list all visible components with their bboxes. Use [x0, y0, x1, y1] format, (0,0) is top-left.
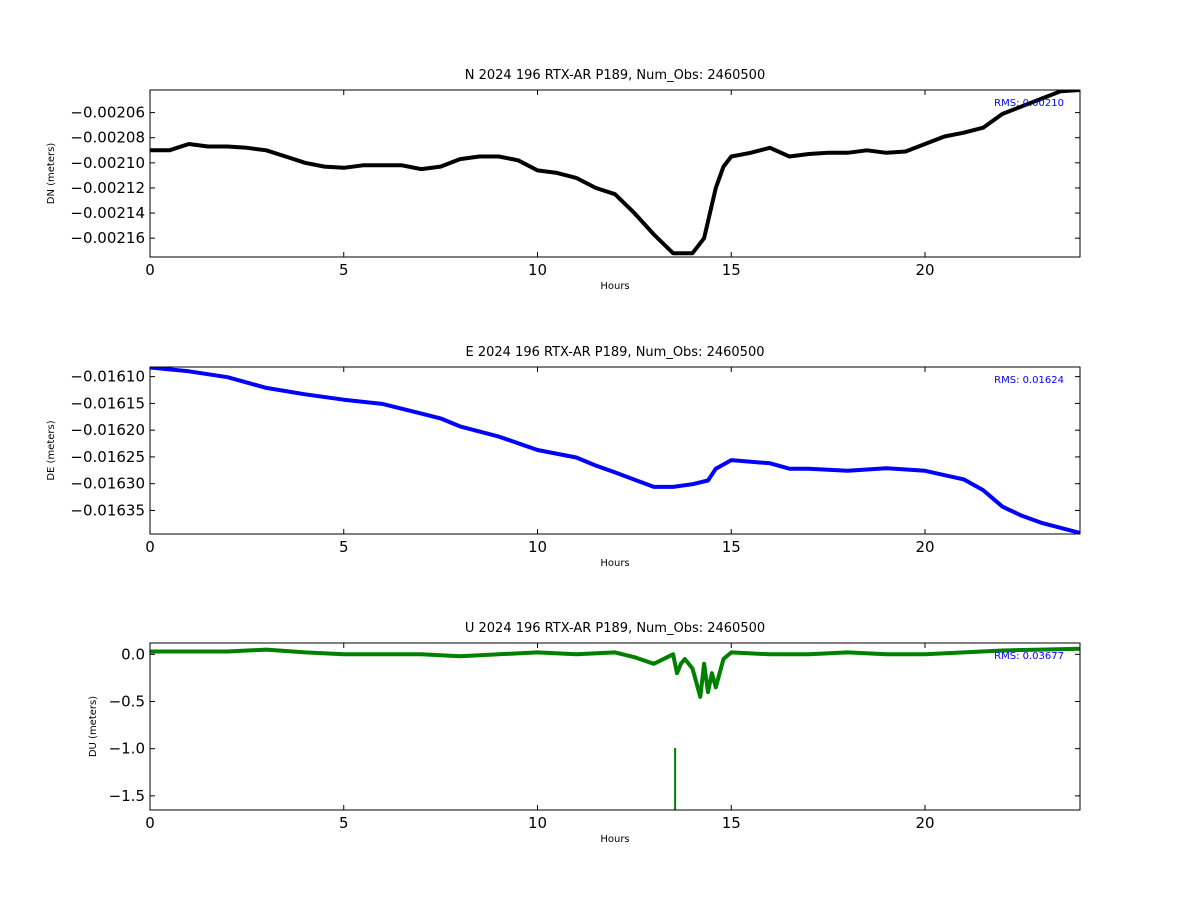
panel-up-x-tick-label: 15 — [722, 814, 741, 832]
panel-up-plot-area: 0 5 10 15 20 −1.5 −1.0 −0.5 0.0 — [109, 642, 1081, 832]
panel-north-x-tick-label: 10 — [528, 261, 547, 279]
panel-east-x-tick-label: 20 — [915, 538, 934, 556]
panel-east-y-tick-label: −0.01620 — [70, 421, 145, 439]
panel-east-ylabel: DE (meters) — [46, 420, 57, 480]
panel-up-x-tick-label: 10 — [528, 814, 547, 832]
panel-east-title: E 2024 196 RTX-AR P189, Num_Obs: 2460500 — [466, 345, 765, 360]
panel-north-rms-annotation: RMS: 0.00210 — [994, 98, 1064, 109]
panel-east-x-tick-label: 5 — [339, 538, 349, 556]
panel-east-x-tick-label: 10 — [528, 538, 547, 556]
panel-up-ylabel: DU (meters) — [88, 696, 99, 757]
panel-up-rms-annotation: RMS: 0.03677 — [994, 651, 1064, 662]
panel-up-title: U 2024 196 RTX-AR P189, Num_Obs: 2460500 — [465, 621, 765, 636]
panel-north-series-line-0 — [150, 90, 1080, 256]
panel-up-y-tick-label: −0.5 — [109, 692, 145, 710]
panel-east-y-tick-label: −0.01630 — [70, 475, 145, 493]
panel-north-y-tick-label: −0.00216 — [70, 229, 145, 247]
panel-up-y-tick-label: −1.5 — [109, 787, 145, 805]
panel-up-x-tick-label: 5 — [339, 814, 349, 832]
panel-east-y-tick-label: −0.01615 — [70, 394, 145, 412]
panel-east-x-tick-label: 0 — [145, 538, 155, 556]
panel-up-y-tick-label: −1.0 — [109, 740, 145, 758]
panel-east-xlabel: Hours — [600, 558, 629, 569]
panel-up-y-tick-label: 0.0 — [121, 645, 145, 663]
panel-north-y-tick-label: −0.00214 — [70, 204, 145, 222]
panel-east-y-tick-label: −0.01635 — [70, 501, 145, 519]
panel-east-y-tick-label: −0.01625 — [70, 448, 145, 466]
panel-north-ylabel: DN (meters) — [46, 143, 57, 205]
panel-east-series-line-0 — [150, 367, 1080, 534]
panel-up-series-line-0 — [150, 646, 1080, 699]
panel-north-x-tick-label: 20 — [915, 261, 934, 279]
panel-north-x-tick-label: 5 — [339, 261, 349, 279]
panel-north-axes-frame — [149, 89, 1081, 258]
panel-east-plot-area: 0 5 10 15 20 −0.01635 −0.01630 −0.01625 −0.01620… — [70, 366, 1081, 556]
panel-north-title: N 2024 196 RTX-AR P189, Num_Obs: 2460500 — [465, 68, 765, 83]
panel-up-xlabel: Hours — [600, 834, 629, 845]
panel-east-axes-frame — [149, 366, 1081, 535]
panel-north-x-tick-label: 0 — [145, 261, 155, 279]
panel-east-rms-annotation: RMS: 0.01624 — [994, 375, 1064, 386]
panel-north-x-tick-label: 15 — [722, 261, 741, 279]
panel-north-y-tick-label: −0.00210 — [70, 154, 145, 172]
panel-north-y-tick-label: −0.00206 — [70, 104, 145, 122]
panel-east-y-tick-label: −0.01610 — [70, 368, 145, 386]
panel-up-axes-frame — [149, 642, 1081, 811]
panel-north-plot-area: 0 5 10 15 20 −0.00216 −0.00214 −0.00212 −0.00210… — [70, 89, 1081, 279]
panel-north-y-tick-label: −0.00212 — [70, 179, 145, 197]
panel-up: U 2024 196 RTX-AR P189, Num_Obs: 2460500… — [88, 621, 1081, 845]
panel-east: E 2024 196 RTX-AR P189, Num_Obs: 2460500… — [46, 345, 1081, 569]
panel-north: N 2024 196 RTX-AR P189, Num_Obs: 2460500… — [46, 68, 1081, 292]
panel-north-xlabel: Hours — [600, 281, 629, 292]
panel-up-x-tick-label: 0 — [145, 814, 155, 832]
panel-up-x-tick-label: 20 — [915, 814, 934, 832]
panel-north-y-tick-label: −0.00208 — [70, 129, 145, 147]
panel-east-x-tick-label: 15 — [722, 538, 741, 556]
